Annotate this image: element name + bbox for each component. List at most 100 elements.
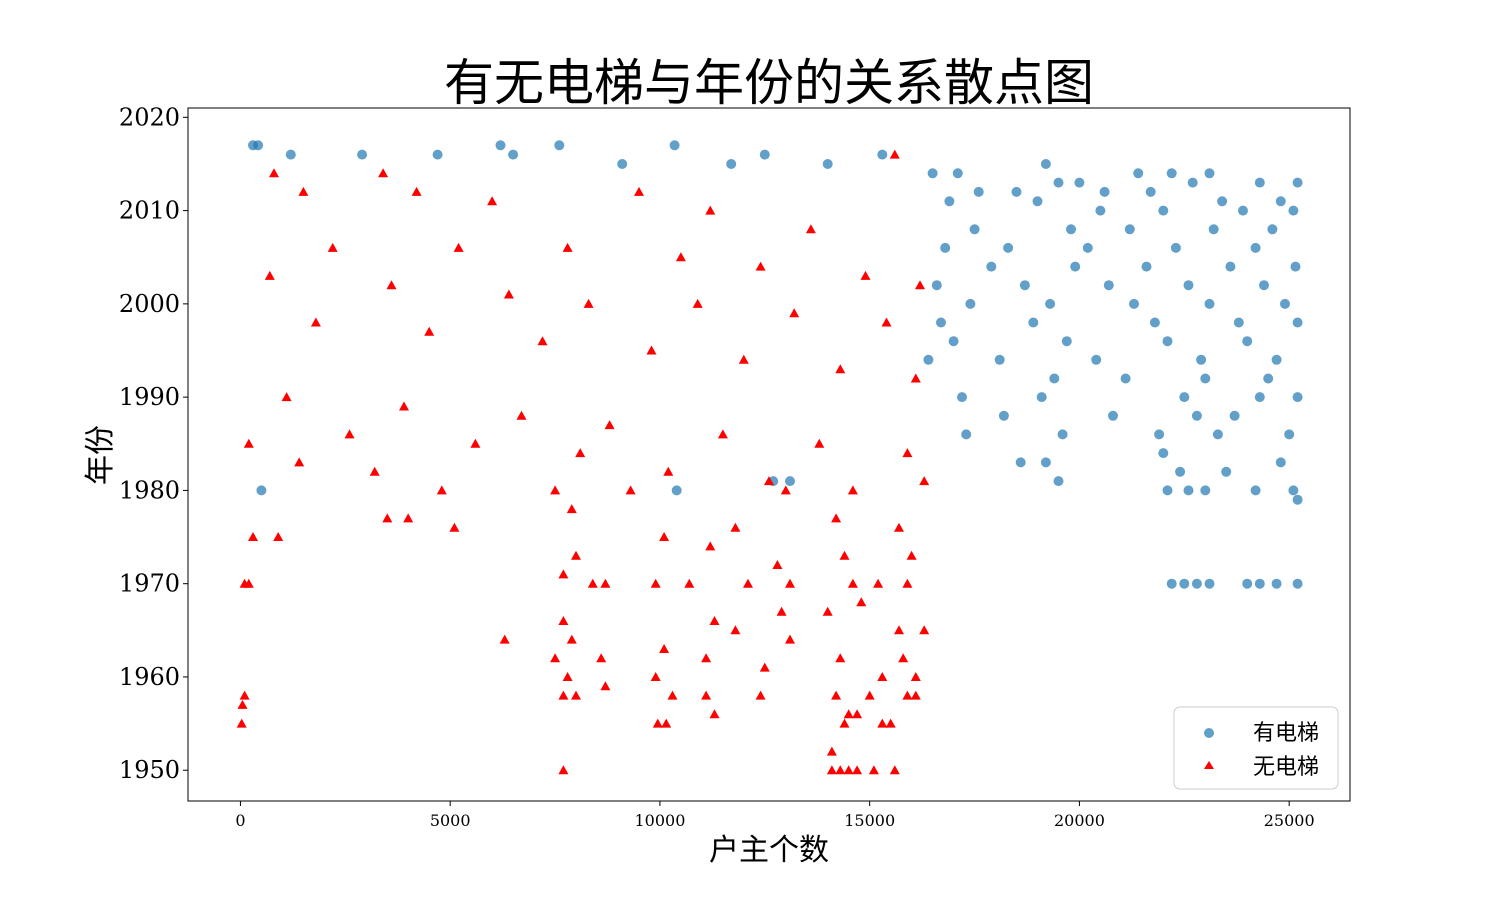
point-elevator — [1082, 242, 1093, 253]
point-no-elevator — [583, 298, 594, 308]
point-no-elevator — [692, 298, 703, 308]
point-elevator — [1040, 159, 1051, 169]
point-no-elevator — [889, 149, 900, 159]
point-no-elevator — [759, 662, 770, 672]
point-no-elevator — [659, 644, 670, 653]
point-no-elevator — [902, 448, 913, 458]
point-elevator — [1208, 224, 1219, 235]
point-no-elevator — [264, 270, 275, 280]
point-elevator — [285, 149, 296, 160]
point-no-elevator — [843, 709, 854, 719]
point-no-elevator — [596, 653, 607, 663]
point-elevator — [1204, 298, 1215, 309]
point-no-elevator — [382, 513, 393, 523]
point-no-elevator — [634, 186, 644, 196]
point-no-elevator — [839, 550, 850, 560]
point-no-elevator — [856, 597, 867, 607]
point-elevator — [1288, 485, 1299, 496]
point-elevator — [1292, 317, 1303, 328]
point-elevator — [940, 242, 951, 253]
x-tick-label: 5000 — [430, 811, 471, 830]
point-no-elevator — [910, 672, 921, 681]
point-no-elevator — [558, 616, 569, 625]
point-no-elevator — [378, 168, 389, 178]
point-elevator — [936, 317, 946, 328]
point-no-elevator — [898, 653, 909, 663]
point-elevator — [822, 159, 833, 169]
point-elevator — [944, 196, 955, 207]
point-elevator — [1250, 242, 1261, 253]
point-elevator — [1183, 280, 1194, 291]
point-elevator — [508, 149, 519, 160]
plot-frame — [187, 107, 1351, 802]
point-no-elevator — [604, 420, 615, 430]
point-elevator — [1254, 578, 1265, 589]
point-no-elevator — [566, 634, 577, 644]
point-elevator — [1254, 177, 1265, 188]
point-elevator — [1221, 466, 1232, 477]
point-elevator — [1271, 578, 1282, 589]
point-elevator — [1120, 373, 1131, 384]
point-no-elevator — [587, 578, 598, 588]
point-elevator — [357, 149, 368, 160]
point-no-elevator — [864, 690, 875, 700]
point-no-elevator — [835, 364, 846, 374]
point-elevator — [952, 168, 963, 179]
x-tick-label: 15000 — [844, 811, 895, 830]
point-no-elevator — [873, 578, 884, 588]
point-no-elevator — [709, 709, 720, 719]
point-no-elevator — [743, 578, 753, 588]
point-no-elevator — [709, 616, 720, 625]
point-elevator — [1179, 578, 1190, 589]
point-elevator — [1212, 429, 1223, 440]
point-no-elevator — [436, 485, 447, 495]
point-no-elevator — [646, 345, 657, 355]
point-elevator — [1284, 429, 1295, 440]
point-no-elevator — [237, 699, 248, 709]
point-elevator — [1292, 578, 1303, 589]
point-no-elevator — [822, 606, 833, 616]
point-no-elevator — [449, 522, 460, 532]
point-no-elevator — [558, 765, 569, 775]
point-elevator — [965, 298, 976, 309]
point-no-elevator — [675, 252, 686, 262]
legend-marker-elevator — [1204, 728, 1214, 738]
point-elevator — [1036, 392, 1047, 403]
point-elevator — [1292, 494, 1303, 505]
point-no-elevator — [411, 186, 422, 196]
point-no-elevator — [453, 242, 464, 252]
point-elevator — [1225, 261, 1236, 272]
x-tick-label: 10000 — [634, 811, 685, 830]
point-no-elevator — [705, 205, 716, 215]
point-no-elevator — [369, 466, 380, 476]
point-no-elevator — [248, 532, 258, 541]
point-no-elevator — [281, 392, 292, 402]
point-elevator — [1254, 392, 1265, 403]
point-no-elevator — [915, 280, 925, 290]
point-no-elevator — [705, 541, 716, 551]
point-no-elevator — [650, 578, 661, 588]
point-elevator — [726, 159, 737, 169]
point-elevator — [1263, 373, 1274, 384]
point-no-elevator — [730, 625, 741, 635]
point-elevator — [1200, 373, 1211, 384]
point-elevator — [969, 224, 980, 235]
point-no-elevator — [243, 438, 254, 448]
point-no-elevator — [537, 336, 548, 346]
point-no-elevator — [843, 765, 854, 775]
point-no-elevator — [550, 653, 561, 663]
point-elevator — [1204, 168, 1215, 179]
point-elevator — [495, 140, 506, 151]
point-elevator — [1061, 336, 1072, 347]
point-no-elevator — [503, 289, 514, 299]
point-elevator — [1095, 205, 1106, 216]
point-elevator — [877, 149, 888, 160]
y-axis-label: 年份 — [83, 425, 118, 485]
point-elevator — [1141, 261, 1152, 272]
point-elevator — [1129, 298, 1139, 309]
point-no-elevator — [919, 476, 930, 486]
legend-label-elevator: 有电梯 — [1253, 721, 1319, 746]
point-elevator — [253, 140, 264, 151]
point-no-elevator — [764, 476, 774, 486]
point-no-elevator — [868, 765, 879, 775]
